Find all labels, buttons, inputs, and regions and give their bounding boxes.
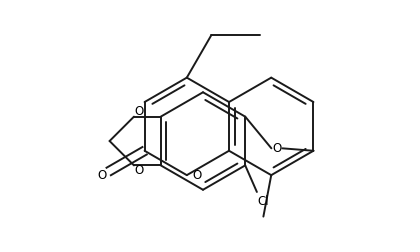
- Text: O: O: [135, 105, 144, 118]
- Text: O: O: [135, 164, 144, 177]
- Text: O: O: [272, 142, 281, 155]
- Text: O: O: [97, 169, 107, 182]
- Text: Cl: Cl: [257, 195, 269, 208]
- Text: O: O: [192, 169, 202, 182]
